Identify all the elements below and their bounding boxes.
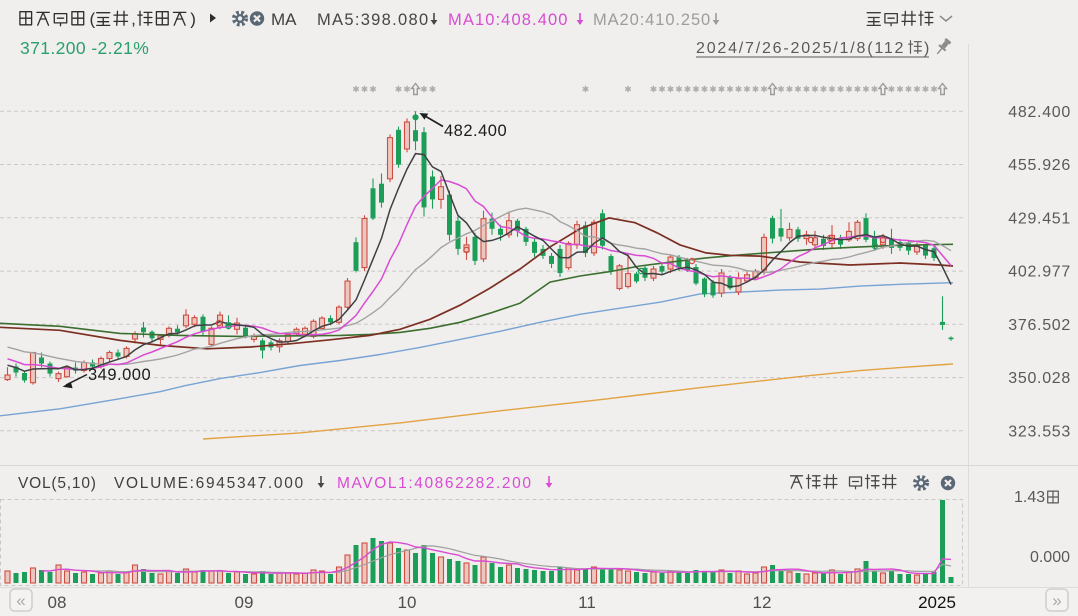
svg-text:VOL(5,10): VOL(5,10): [18, 475, 97, 492]
svg-text:350.028: 350.028: [1008, 370, 1071, 387]
svg-text:): ): [924, 40, 929, 57]
svg-text:»: »: [1052, 591, 1061, 610]
svg-text:0.000: 0.000: [1030, 549, 1070, 566]
svg-text:455.926: 455.926: [1008, 157, 1071, 174]
svg-text:349.000: 349.000: [88, 366, 151, 384]
svg-text:402.977: 402.977: [1008, 264, 1071, 281]
svg-text:09: 09: [235, 593, 254, 612]
svg-text:482.400: 482.400: [1008, 104, 1071, 121]
svg-text:11: 11: [578, 593, 596, 612]
svg-text:376.502: 376.502: [1008, 317, 1071, 334]
svg-text:MA: MA: [271, 10, 297, 29]
svg-text:482.400: 482.400: [444, 122, 507, 140]
svg-text:,: ,: [131, 10, 136, 29]
svg-text:MA20:410.250: MA20:410.250: [593, 11, 711, 29]
svg-text:MAVOL1:40862282.200: MAVOL1:40862282.200: [337, 475, 533, 492]
svg-text:VOLUME:6945347.000: VOLUME:6945347.000: [114, 475, 305, 492]
svg-text:MA10:408.400: MA10:408.400: [448, 11, 569, 29]
svg-text:12: 12: [753, 593, 772, 612]
svg-text:): ): [190, 10, 196, 29]
svg-text:429.451: 429.451: [1008, 210, 1071, 227]
svg-text:1.43: 1.43: [1014, 489, 1045, 506]
svg-text:08: 08: [48, 593, 67, 612]
svg-text:10: 10: [398, 593, 417, 612]
svg-text:MA5:398.080: MA5:398.080: [317, 11, 429, 29]
svg-text:323.553: 323.553: [1008, 423, 1071, 440]
svg-text:«: «: [16, 591, 25, 610]
svg-text:371.200 -2.21%: 371.200 -2.21%: [20, 38, 149, 58]
svg-text:2024/7/26-2025/1/8(112: 2024/7/26-2025/1/8(112: [696, 40, 905, 57]
svg-text:2025: 2025: [918, 593, 956, 612]
svg-text:(: (: [89, 10, 95, 29]
